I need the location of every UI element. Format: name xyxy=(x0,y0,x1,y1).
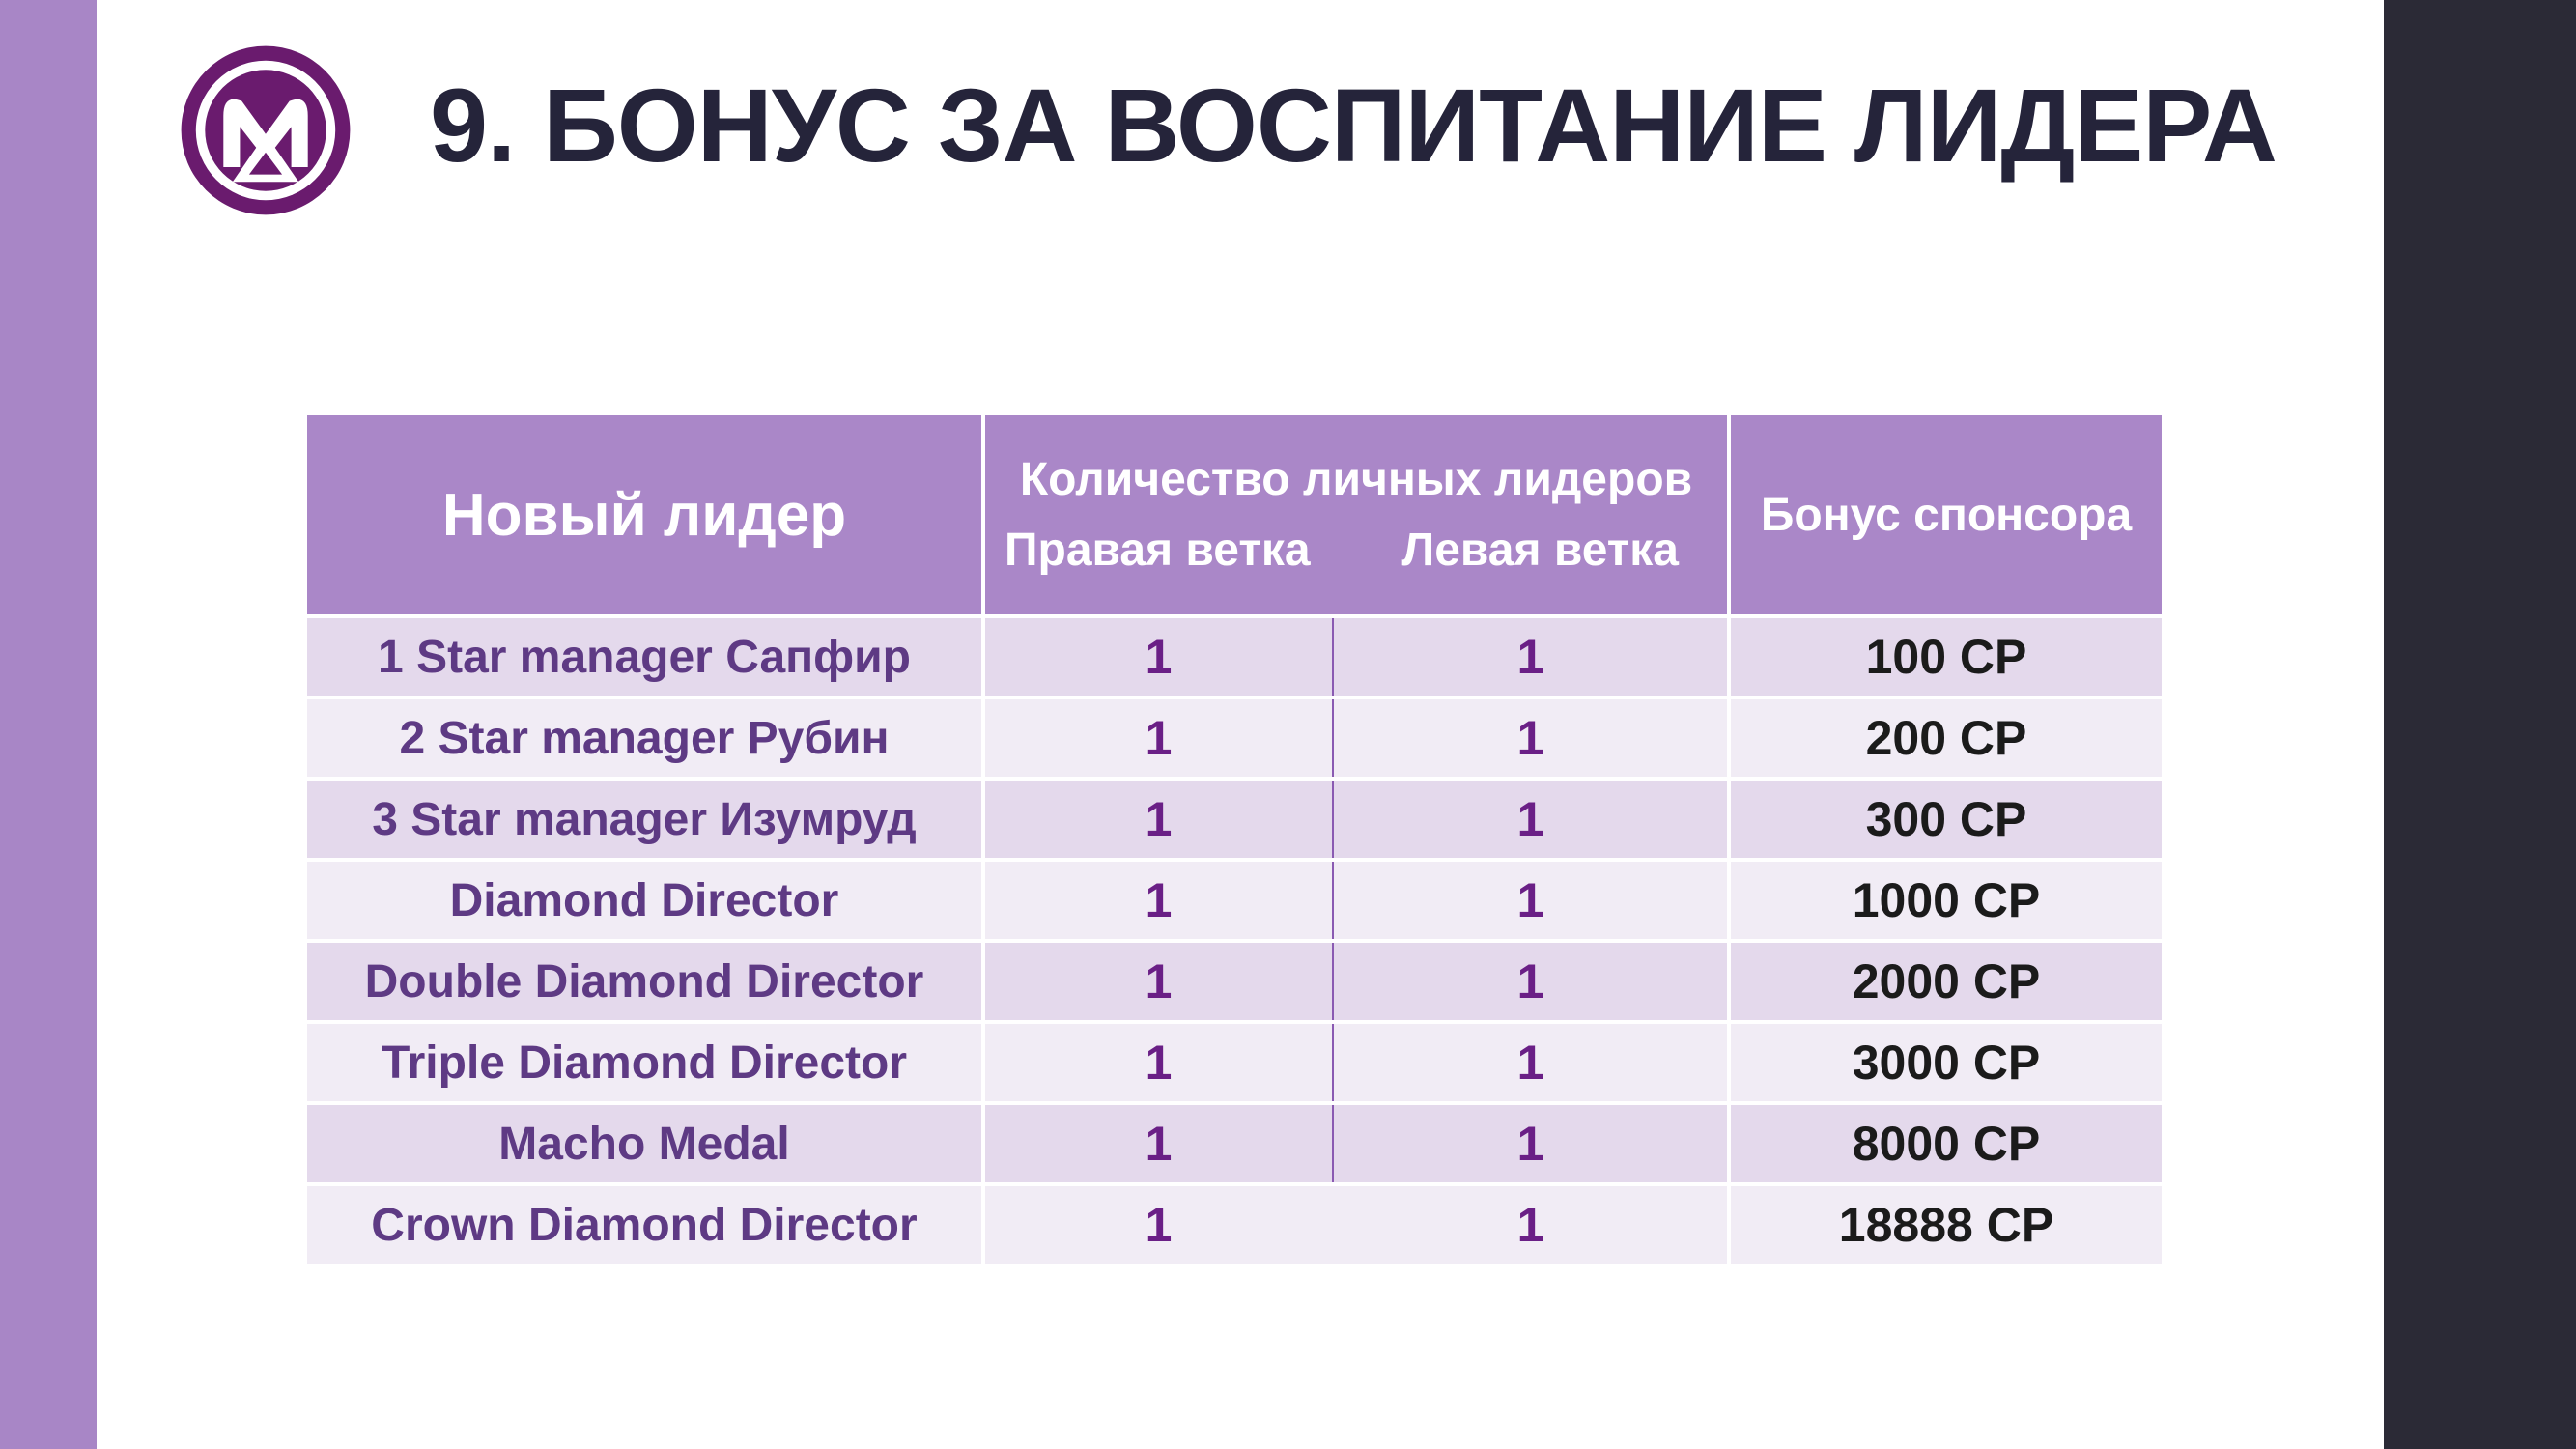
bonus-cell: 18888 СР xyxy=(1729,1182,2162,1264)
leader-cell: 2 Star manager Рубин xyxy=(307,696,985,779)
header-count-group: Количество личных лидеров xyxy=(1019,454,1693,505)
left-accent-band xyxy=(0,0,97,1449)
left-branch-cell: 1 xyxy=(1333,696,1731,779)
leader-bonus-table: Новый лидер Количество личных лидеров Пр… xyxy=(307,415,2162,1264)
right-branch-cell: 1 xyxy=(983,1182,1333,1264)
right-dark-band xyxy=(2384,0,2576,1449)
header-left-branch: Левая ветка xyxy=(1401,525,1679,576)
bonus-cell: 3000 СР xyxy=(1729,1020,2162,1103)
left-branch-cell: 1 xyxy=(1333,777,1731,860)
left-branch-cell: 1 xyxy=(1333,858,1731,941)
leader-cell: Double Diamond Director xyxy=(307,939,985,1022)
right-branch-cell: 1 xyxy=(983,939,1334,1022)
header-right-branch: Правая ветка xyxy=(1005,525,1311,576)
header-sponsor-bonus: Бонус спонсора xyxy=(1729,415,2162,616)
bonus-cell: 2000 СР xyxy=(1729,939,2162,1022)
brand-logo-icon xyxy=(174,39,357,222)
bonus-cell: 100 СР xyxy=(1729,614,2162,697)
bonus-cell: 1000 СР xyxy=(1729,858,2162,941)
table-row: 2 Star manager Рубин 1 1 200 СР xyxy=(307,696,2162,779)
table-row: Macho Medal 1 1 8000 СР xyxy=(307,1101,2162,1184)
right-branch-cell: 1 xyxy=(983,1101,1334,1184)
left-branch-cell: 1 xyxy=(1333,1020,1731,1103)
table-row: Double Diamond Director 1 1 2000 СР xyxy=(307,939,2162,1022)
leader-cell: Macho Medal xyxy=(307,1101,985,1184)
left-branch-cell: 1 xyxy=(1333,1182,1731,1264)
right-branch-cell: 1 xyxy=(983,696,1334,779)
left-branch-cell: 1 xyxy=(1333,939,1731,1022)
right-branch-cell: 1 xyxy=(983,858,1334,941)
table-row: Diamond Director 1 1 1000 СР xyxy=(307,858,2162,941)
right-branch-cell: 1 xyxy=(983,614,1334,697)
right-branch-cell: 1 xyxy=(983,1020,1334,1103)
header-new-leader: Новый лидер xyxy=(307,415,985,616)
left-branch-cell: 1 xyxy=(1333,614,1731,697)
table-row: 1 Star manager Сапфир 1 1 100 СР xyxy=(307,614,2162,697)
page-title: 9. БОНУС ЗА ВОСПИТАНИЕ ЛИДЕРА xyxy=(430,67,2278,184)
table-row: 3 Star manager Изумруд 1 1 300 СР xyxy=(307,777,2162,860)
leader-cell: Triple Diamond Director xyxy=(307,1020,985,1103)
left-branch-cell: 1 xyxy=(1333,1101,1731,1184)
leader-cell: 3 Star manager Изумруд xyxy=(307,777,985,860)
leader-cell: 1 Star manager Сапфир xyxy=(307,614,985,697)
bonus-cell: 300 СР xyxy=(1729,777,2162,860)
header-branches: Правая ветка Левая ветка xyxy=(985,524,1727,577)
table-row: Triple Diamond Director 1 1 3000 СР xyxy=(307,1020,2162,1103)
right-branch-cell: 1 xyxy=(983,777,1334,860)
table-row: Crown Diamond Director 1 1 18888 СР xyxy=(307,1182,2162,1264)
table-header-row: Новый лидер Количество личных лидеров Пр… xyxy=(307,415,2162,616)
bonus-cell: 8000 СР xyxy=(1729,1101,2162,1184)
leader-cell: Diamond Director xyxy=(307,858,985,941)
header-personal-leaders: Количество личных лидеров Правая ветка Л… xyxy=(983,415,1731,616)
leader-cell: Crown Diamond Director xyxy=(307,1182,985,1264)
bonus-cell: 200 СР xyxy=(1729,696,2162,779)
